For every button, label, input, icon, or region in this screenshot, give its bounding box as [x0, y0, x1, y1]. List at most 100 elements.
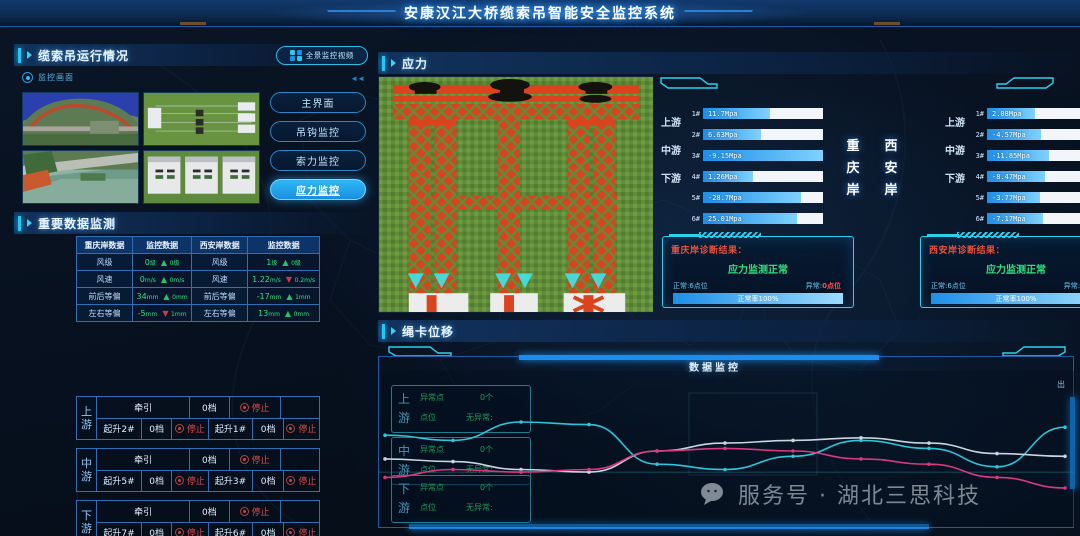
col-cq-monitor: 监控数据	[131, 236, 193, 254]
chart-point	[723, 467, 727, 472]
xian-diagnosis-box: 西安岸诊断结果： 应力监测正常 正常:6点位 异常:0点位 正常率100%	[920, 232, 1080, 308]
clamp-abnormal-label: 异常点	[420, 444, 444, 455]
table-row: 风级 0级 ▲ 0级 风级 1级 ▲ 0级	[76, 253, 320, 271]
hoist-status-2: 停止	[284, 419, 319, 440]
hoist-name-2[interactable]: 起升6#	[209, 522, 254, 536]
xa-abnormal-label: 异常:	[1063, 282, 1080, 290]
data-monitoring-area: 数据监控 上游异常点0个点位无异常:中游异常点0个点位无异常:下游异常点0个点位…	[378, 355, 1075, 529]
cq-sensor-tag: 4#	[691, 172, 700, 181]
hoist-name-1[interactable]: 起升2#	[97, 418, 142, 439]
thumbnail-winch-units[interactable]	[143, 150, 260, 204]
diag-notch-xa	[957, 232, 1019, 238]
panorama-video-button[interactable]: 全景监控视频	[276, 46, 368, 65]
important-data-title: 重要数据监测	[38, 216, 117, 231]
side-char-2: 游	[81, 522, 92, 535]
xa-stress-bar: -4.57Mpa	[987, 129, 1080, 140]
cq-stress-bar: -28.7Mpa	[703, 192, 823, 203]
cq-abnormal-label: 异常:	[805, 282, 823, 290]
tower-camera-view[interactable]	[378, 76, 654, 313]
cq-stress-value: 6.63Mpa	[708, 130, 738, 139]
chart-point	[655, 462, 659, 466]
xa-bar-fill	[987, 213, 1044, 224]
traction-pad	[281, 397, 319, 418]
chart-point	[927, 441, 931, 445]
carousel-prev-arrows[interactable]: ◄◄	[350, 74, 365, 83]
hoist-row: 起升7# 0档 停止 起升6# 0档 停止	[97, 522, 319, 536]
stop-indicator-icon	[286, 476, 296, 486]
traction-name[interactable]: 牵引	[97, 449, 191, 470]
traction-pad	[281, 449, 319, 470]
xian-stress-panel: 上游 中游 下游 西安岸 1# 2.08Mpa 2# -4.57Mpa 3# -11.85…	[866, 76, 1080, 313]
xa-diagnosis-title: 西安岸诊断结果：	[929, 246, 1006, 256]
cq-rate-text: 正常率100%	[737, 294, 779, 303]
xa-abnormal-count: 异常:0点位	[1064, 281, 1080, 291]
clamp-point-label: 点位	[420, 502, 436, 513]
row-label-cq: 前后等偏	[76, 287, 133, 305]
chart-point	[1063, 454, 1067, 459]
traction-name[interactable]: 牵引	[97, 501, 191, 522]
mode-button-cableforce[interactable]: 索力监控	[270, 150, 366, 171]
xa-position-labels: 上游 中游 下游	[944, 110, 966, 194]
traction-status: 停止	[230, 397, 281, 418]
accent-line-top	[519, 355, 879, 360]
traction-row: 牵引 0档 停止	[97, 397, 319, 419]
trend-down-icon: ▼	[285, 274, 293, 284]
stop-indicator-icon	[174, 424, 184, 434]
control-group-下: 下游牵引 0档 停止 起升7# 0档 停止 起升6# 0档 停止	[76, 500, 320, 536]
hoist-status-1: 停止	[172, 522, 209, 536]
chart-point	[723, 441, 727, 445]
chart-point	[1063, 486, 1067, 490]
hoist-name-2[interactable]: 起升1#	[209, 418, 254, 439]
cq-stress-row: 5# -28.7Mpa	[684, 190, 823, 205]
thumbnail-river-bridge[interactable]	[22, 150, 139, 204]
trend-chart[interactable]: 出	[379, 371, 1075, 527]
hoist-name-2[interactable]: 起升3#	[209, 470, 254, 491]
trend-up-icon: ▲	[282, 257, 289, 267]
clamp-side-label: 中游	[398, 442, 414, 480]
header-bar-3	[382, 55, 385, 71]
traction-row: 牵引 0档 停止	[97, 501, 319, 523]
row-value-xa: 1.22m/s ▼ 0.2m/s	[247, 270, 320, 288]
table-row: 前后等偏 34mm ▲ 0mm 前后等偏 -17mm ▲ 1mm	[76, 287, 320, 305]
hoist-name-1[interactable]: 起升7#	[97, 522, 142, 536]
thumbnail-aerial-cables[interactable]	[143, 92, 260, 146]
important-data-header: 重要数据监测	[14, 212, 372, 234]
stop-indicator-icon	[286, 528, 296, 536]
hoist-name-1[interactable]: 起升5#	[97, 470, 142, 491]
xa-stress-row: 5# -3.77Mpa	[968, 190, 1080, 205]
mode-label-cableforce: 索力监控	[296, 157, 340, 168]
stop-indicator-icon	[174, 476, 184, 486]
app-titlebar: 安康汉江大桥缆索吊智能安全监控系统	[0, 0, 1080, 27]
clamp-char-1: 下	[398, 480, 414, 499]
control-group-中: 中游牵引 0档 停止 起升5# 0档 停止 起升3# 0档 停止	[76, 448, 320, 492]
traction-name[interactable]: 牵引	[97, 397, 191, 418]
hoist-row: 起升2# 0档 停止 起升1# 0档 停止	[97, 418, 319, 440]
svg-text:出: 出	[1057, 379, 1065, 389]
title-wing-right	[678, 10, 754, 19]
cq-stress-row: 3# -9.15Mpa	[684, 148, 823, 163]
traction-status-text: 停止	[251, 403, 270, 414]
thumbnail-grid	[22, 92, 260, 204]
xa-sensor-tag: 6#	[975, 214, 984, 223]
mode-button-stress[interactable]: 应力监控	[270, 179, 366, 200]
chart-point	[791, 438, 795, 443]
thumbnail-bridge-arch[interactable]	[22, 92, 139, 146]
cq-stress-row: 1# 11.7Mpa	[684, 106, 823, 121]
trend-up-icon: ▲	[163, 291, 170, 301]
xa-stress-row: 2# -4.57Mpa	[968, 127, 1080, 142]
left-panel-title: 缆索吊运行情况	[38, 48, 130, 63]
xa-stress-row: 1# 2.08Mpa	[968, 106, 1080, 121]
bank-char: 岸	[846, 183, 860, 198]
xa-pos-upstream: 上游	[945, 118, 965, 129]
chart-point	[519, 470, 523, 474]
col-xa-data: 西安岸数据	[191, 236, 249, 254]
title-accent-right	[874, 22, 900, 25]
row-value-cq: -5mm ▼ 1mm	[131, 304, 193, 322]
mode-button-main[interactable]: 主界面	[270, 92, 366, 113]
chart-point	[587, 467, 591, 472]
mode-button-hook[interactable]: 吊钩监控	[270, 121, 366, 142]
header-bar	[18, 47, 21, 63]
xa-normal-rate-bar: 正常率100%	[931, 293, 1080, 304]
control-group-上: 上游牵引 0档 停止 起升2# 0档 停止 起升1# 0档 停止	[76, 396, 320, 440]
stop-indicator-icon	[239, 506, 249, 516]
